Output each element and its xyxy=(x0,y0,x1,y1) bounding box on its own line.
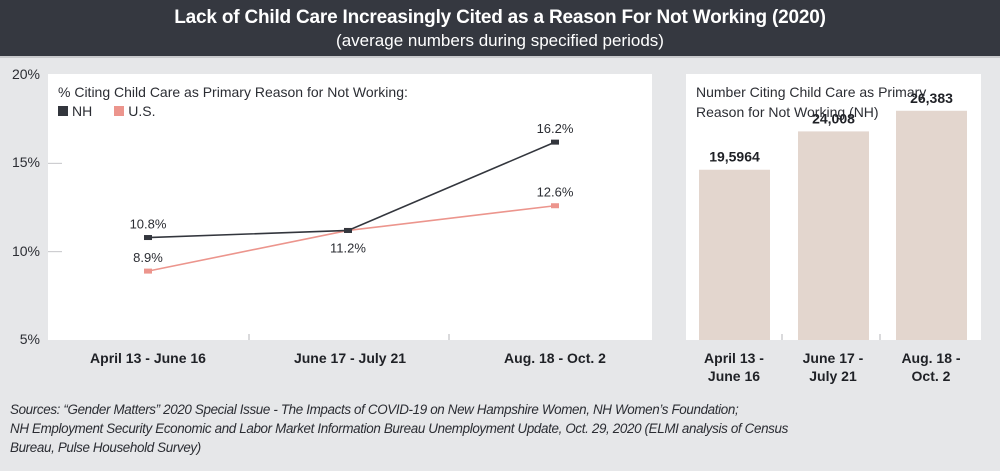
y-tick-label: 10% xyxy=(11,243,40,259)
legend-item-nh: NH xyxy=(58,103,92,119)
data-point-us xyxy=(551,203,559,209)
bar-chart-layer: 19,5964 24,008 26,383 xyxy=(699,90,967,340)
bar-value-label: 26,383 xyxy=(910,90,953,106)
line-chart-layer: 10.8% 11.2% 16.2% 8.9% 12.6% xyxy=(48,121,574,340)
bar-category-line: Oct. 2 xyxy=(911,368,951,384)
data-label-us: 8.9% xyxy=(133,250,163,265)
line-chart-title: % Citing Child Care as Primary Reason fo… xyxy=(58,84,408,100)
bar-category-label: Aug. 18 - Oct. 2 xyxy=(887,349,975,385)
sources-line: NH Employment Security Economic and Labo… xyxy=(10,421,788,436)
bar xyxy=(798,131,869,340)
legend-label-us: U.S. xyxy=(128,103,156,119)
bar-category-line: June 16 xyxy=(707,368,761,384)
sources-note: Sources: “Gender Matters” 2020 Special I… xyxy=(10,400,1000,457)
data-point-nh xyxy=(344,227,352,233)
x-tick-label: April 13 - June 16 xyxy=(90,350,206,366)
bar xyxy=(699,169,770,340)
x-tick-label: June 17 - July 21 xyxy=(293,350,407,366)
bar-category-line: July 21 xyxy=(809,368,857,384)
bar-chart-title-line: Number Citing Child Care as Primary xyxy=(696,84,927,100)
data-label-nh: 10.8% xyxy=(130,217,167,232)
sources-line: Bureau, Pulse Household Survey) xyxy=(10,440,201,455)
x-tick-label: Aug. 18 - Oct. 2 xyxy=(504,350,606,366)
bar-category-line: Aug. 18 - xyxy=(901,350,961,366)
y-tick-label: 15% xyxy=(11,154,40,170)
bar-chart-title-line: Reason for Not Working (NH) xyxy=(696,104,879,120)
bar xyxy=(896,110,967,340)
data-point-us xyxy=(144,268,152,274)
sources-line: Sources: “Gender Matters” 2020 Special I… xyxy=(10,402,739,417)
y-tick-label: 20% xyxy=(11,66,40,82)
chart-title: Lack of Child Care Increasingly Cited as… xyxy=(174,7,826,28)
data-point-nh xyxy=(144,235,152,241)
bar-value-label: 24,008 xyxy=(812,110,855,126)
bar-category-line: April 13 - xyxy=(704,350,764,366)
legend-swatch-us xyxy=(114,106,125,116)
bar-category-line: June 17 - xyxy=(802,350,864,366)
legend-label-nh: NH xyxy=(72,103,93,119)
legend-item-us: U.S. xyxy=(114,103,155,119)
data-label-nh: 16.2% xyxy=(537,121,574,136)
bar-category-label: April 13 - June 16 xyxy=(690,349,778,385)
chart-subtitle: (average numbers during specified period… xyxy=(336,31,664,50)
data-label-us: 12.6% xyxy=(537,185,574,200)
legend-swatch-nh xyxy=(58,106,68,116)
legend: NH U.S. xyxy=(58,103,177,119)
title-bar: Lack of Child Care Increasingly Cited as… xyxy=(0,0,1000,58)
bar-category-label: June 17 - July 21 xyxy=(789,349,877,385)
bar-chart-title: Number Citing Child Care as Primary Reas… xyxy=(696,82,926,122)
y-tick-label: 5% xyxy=(19,331,40,347)
data-label-nh: 11.2% xyxy=(330,240,366,255)
data-point-nh xyxy=(551,139,559,145)
bar-value-label: 19,5964 xyxy=(709,149,760,165)
